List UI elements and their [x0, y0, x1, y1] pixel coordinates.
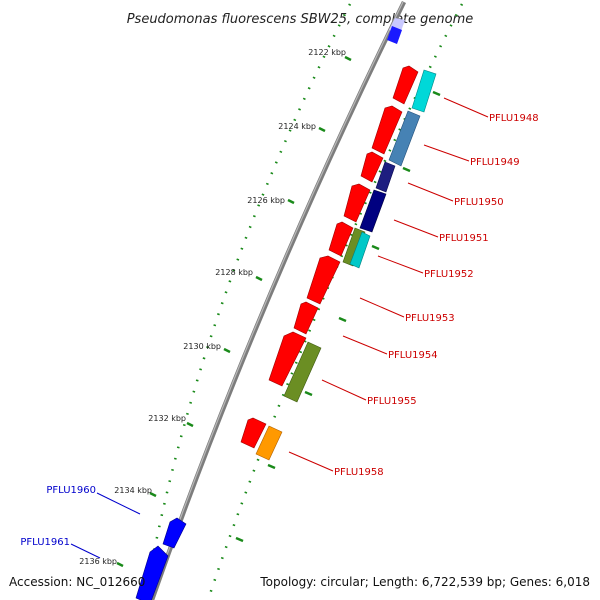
gene-label-pflu1948[interactable]: PFLU1948 — [489, 113, 539, 124]
gene-arrow-blue[interactable] — [162, 517, 187, 549]
gene-arrow-orange[interactable] — [255, 425, 283, 461]
tick-mark — [235, 536, 244, 543]
tick-mark — [223, 347, 231, 354]
gene-label-pflu1955[interactable]: PFLU1955 — [367, 396, 417, 407]
kbp-ticks — [116, 55, 441, 568]
tick-mark — [255, 275, 263, 282]
left-gene-labels: PFLU1960 PFLU1961 — [20, 485, 141, 559]
tick-mark — [338, 316, 347, 323]
tick-mark — [186, 421, 194, 428]
label-connector — [407, 182, 454, 202]
tick-mark — [304, 390, 313, 397]
gene-label-pflu1949[interactable]: PFLU1949 — [470, 157, 520, 168]
gene-label-pflu1961[interactable]: PFLU1961 — [20, 537, 70, 548]
label-connector — [377, 255, 424, 274]
gene-arrow-red[interactable] — [306, 255, 341, 305]
gene-arrow-red[interactable] — [240, 417, 267, 449]
gene-arrow-navy[interactable] — [375, 161, 396, 193]
kbp-label: 2126 kbp — [247, 196, 285, 205]
label-connector — [359, 297, 405, 318]
accession-text: Accession: NC_012660 — [9, 575, 145, 589]
kbp-label: 2132 kbp — [148, 414, 186, 423]
right-gene-labels: PFLU1948 PFLU1949 PFLU1950 PFLU1951 PFLU… — [288, 97, 539, 478]
gene-arrow-red[interactable] — [392, 65, 419, 105]
gene-arrow-red[interactable] — [293, 301, 319, 335]
gene-arrow-red[interactable] — [268, 331, 307, 387]
gene-feature[interactable] — [387, 18, 405, 44]
label-connector — [96, 492, 141, 515]
gene-label-pflu1953[interactable]: PFLU1953 — [405, 313, 455, 324]
genome-info-text: Topology: circular; Length: 6,722,539 bp… — [259, 575, 590, 589]
tick-mark — [402, 166, 411, 173]
gene-arrow-steelblue[interactable] — [388, 110, 421, 167]
label-connector — [342, 335, 388, 355]
tick-mark — [344, 55, 352, 62]
kbp-label: 2134 kbp — [114, 486, 152, 495]
tick-mark — [267, 463, 276, 470]
kbp-labels: 2122 kbp 2124 kbp 2126 kbp 2128 kbp 2130… — [79, 48, 346, 566]
gene-arrow-cyan-small[interactable] — [349, 231, 371, 269]
kbp-label: 2122 kbp — [308, 48, 346, 57]
bottom-blue-genes — [135, 517, 187, 600]
tick-mark — [432, 90, 441, 97]
tick-mark — [116, 561, 124, 568]
gene-label-pflu1952[interactable]: PFLU1952 — [424, 269, 474, 280]
gene-label-pflu1951[interactable]: PFLU1951 — [439, 233, 489, 244]
gene-label-pflu1958[interactable]: PFLU1958 — [334, 467, 384, 478]
label-connector — [288, 451, 334, 472]
gene-arrow-blue[interactable] — [135, 545, 169, 600]
label-connector — [321, 379, 367, 401]
genome-backbone-highlight — [150, 1, 404, 600]
tick-mark — [318, 126, 326, 133]
label-connector — [393, 219, 439, 238]
kbp-label: 2136 kbp — [79, 557, 117, 566]
gene-arrow-red[interactable] — [343, 183, 371, 223]
gene-arrow-olive[interactable] — [342, 227, 366, 267]
tick-mark — [149, 491, 157, 498]
label-connector — [443, 97, 489, 118]
tick-mark — [371, 244, 380, 251]
gene-arrow-olive-large[interactable] — [283, 341, 322, 403]
gene-arrow-darkblue[interactable] — [359, 189, 387, 233]
gene-arrow-red[interactable] — [371, 105, 403, 155]
gene-label-pflu1960[interactable]: PFLU1960 — [46, 485, 96, 496]
map-title: Pseudomonas fluorescens SBW25, complete … — [127, 12, 474, 27]
gene-label-pflu1954[interactable]: PFLU1954 — [388, 350, 438, 361]
outer-strand-genes — [240, 65, 419, 449]
kbp-label: 2128 kbp — [215, 268, 253, 277]
gene-arrow-red[interactable] — [360, 151, 384, 183]
tick-mark — [287, 198, 295, 205]
kbp-label: 2130 kbp — [183, 342, 221, 351]
label-connector — [70, 543, 101, 559]
gene-arrow-red[interactable] — [328, 221, 354, 257]
gene-arrow-blue — [387, 26, 402, 44]
genome-backbone — [149, 1, 407, 600]
kbp-label: 2124 kbp — [278, 122, 316, 131]
gene-arrow-cyan[interactable] — [411, 69, 437, 113]
label-connector — [423, 144, 470, 162]
gene-label-pflu1950[interactable]: PFLU1950 — [454, 197, 504, 208]
inner-strand-genes — [255, 69, 437, 461]
